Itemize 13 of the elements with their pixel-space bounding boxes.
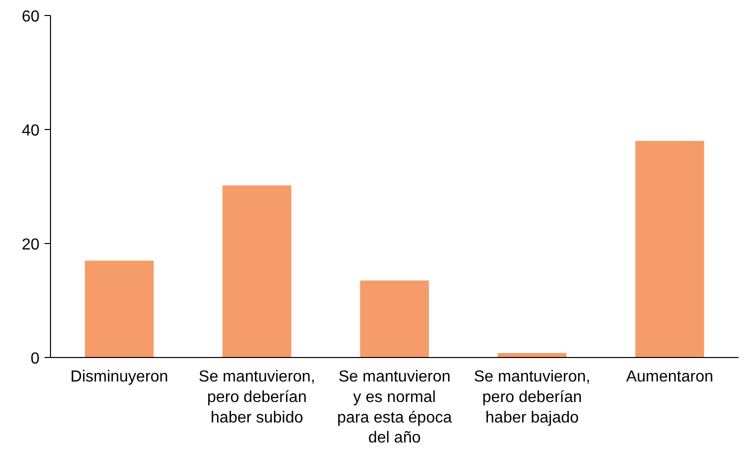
- x-tick-label: Se mantuvieron, pero deberían haber bajado: [474, 368, 590, 426]
- x-tick-label: Disminuyeron: [70, 368, 168, 386]
- y-tick-label: 0: [30, 350, 40, 368]
- x-tick-label: Se mantuvieron, pero deberían haber subido: [198, 368, 316, 426]
- bar: [635, 140, 704, 358]
- bar: [222, 185, 292, 358]
- x-tick-label: Aumentaron: [626, 368, 714, 386]
- y-tick-label: 20: [22, 236, 40, 254]
- bar: [84, 260, 154, 358]
- x-tick-label: Se mantuvieron y es normal para esta época del año: [337, 368, 452, 447]
- bar: [360, 280, 429, 358]
- y-tick-label: 40: [22, 122, 40, 140]
- y-tick-label: 60: [22, 8, 40, 26]
